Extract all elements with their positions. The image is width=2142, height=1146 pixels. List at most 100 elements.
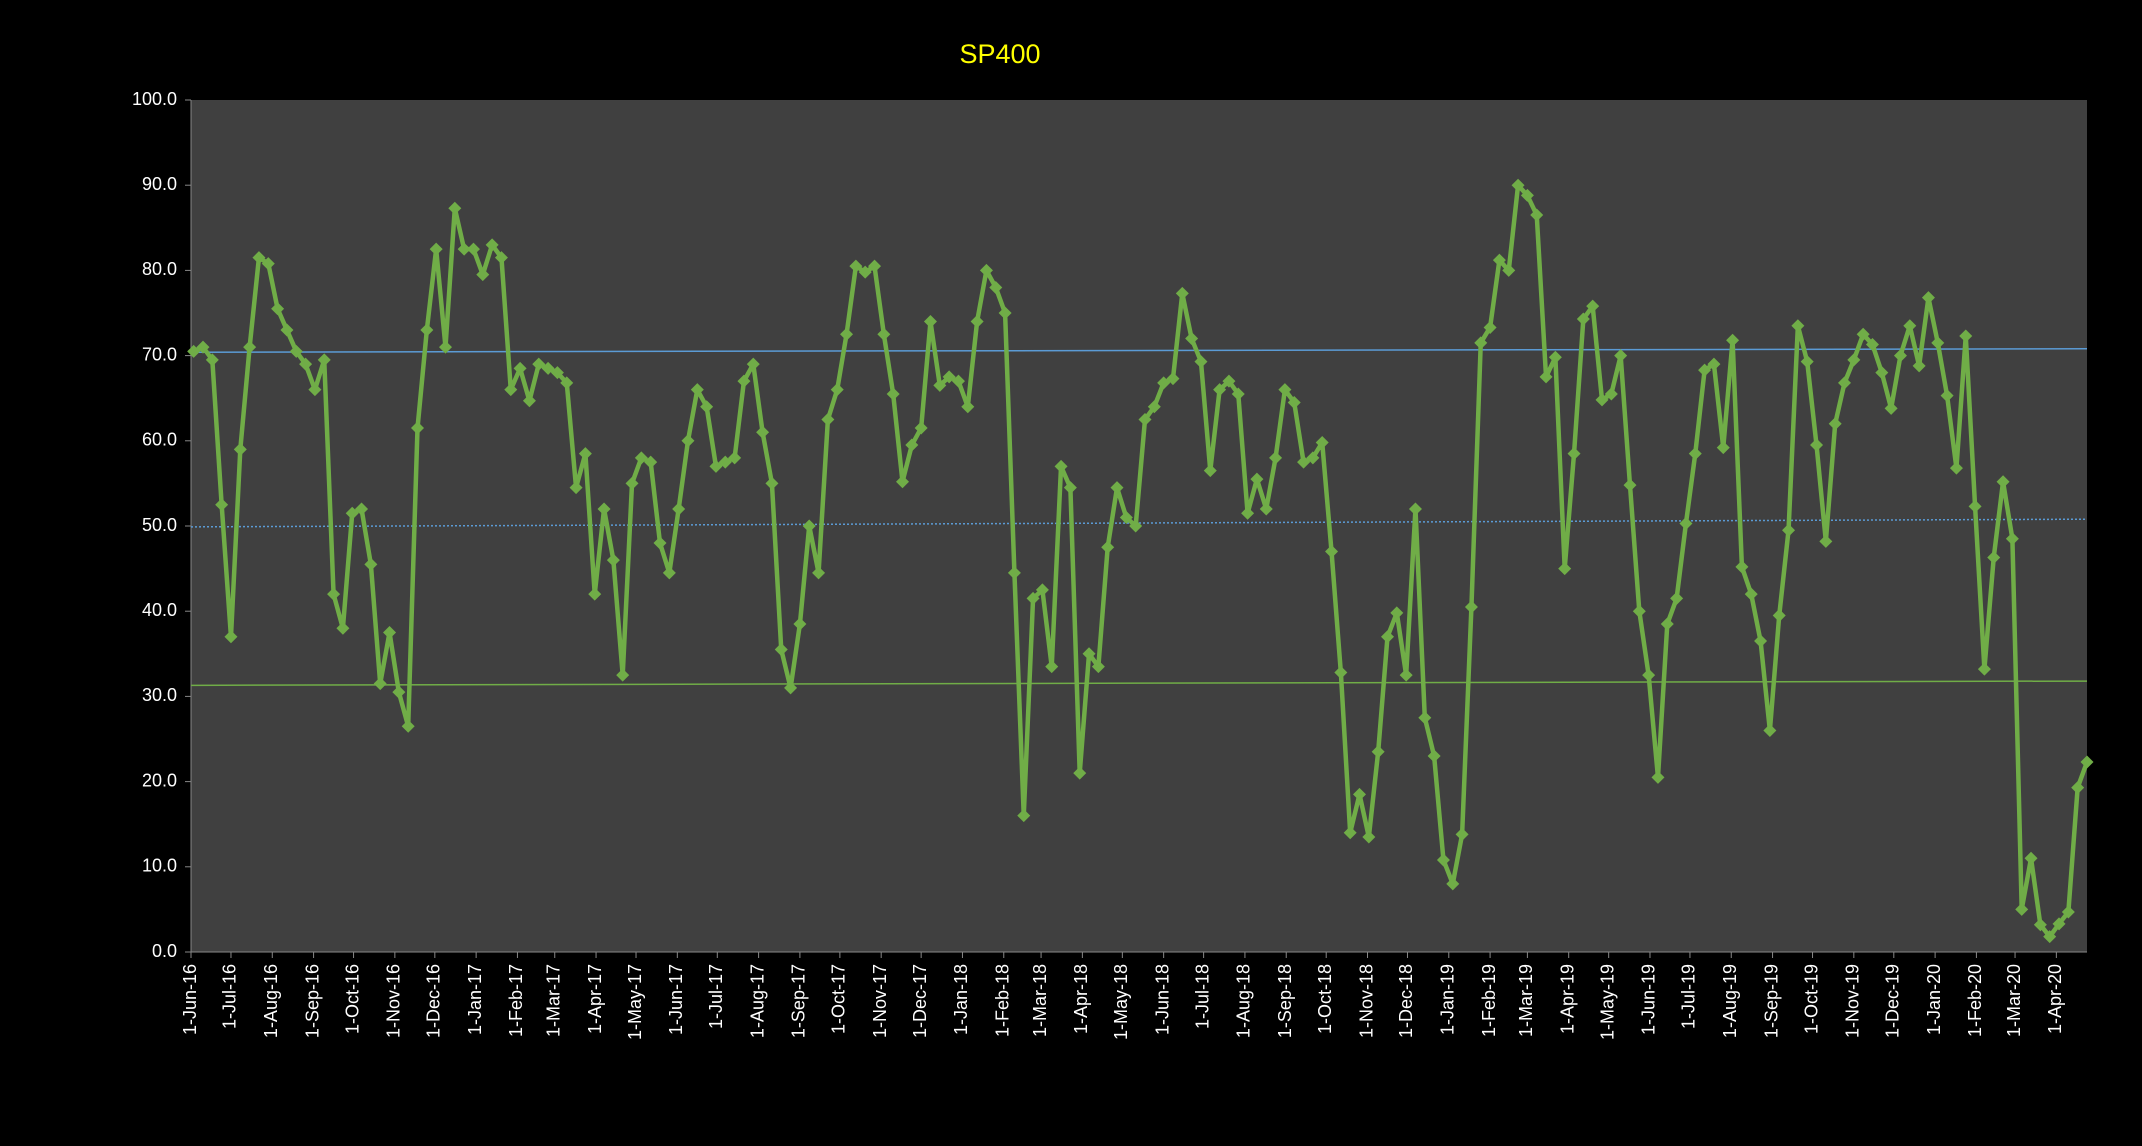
data-marker bbox=[252, 251, 266, 265]
x-tick-label: 1-Nov-16 bbox=[384, 964, 404, 1038]
data-marker bbox=[914, 421, 928, 435]
data-marker bbox=[644, 455, 658, 469]
x-tick-label: 1-Nov-17 bbox=[870, 964, 890, 1038]
data-marker bbox=[1716, 441, 1730, 455]
data-marker bbox=[1287, 395, 1301, 409]
data-marker bbox=[1362, 830, 1376, 844]
x-tick-label: 1-Dec-19 bbox=[1883, 964, 1903, 1038]
data-marker bbox=[1875, 366, 1889, 380]
data-marker bbox=[989, 280, 1003, 294]
y-tick-label: 100.0 bbox=[132, 89, 177, 109]
data-marker bbox=[1418, 711, 1432, 725]
data-marker bbox=[429, 242, 443, 256]
data-marker bbox=[355, 502, 369, 516]
y-tick-label: 60.0 bbox=[142, 430, 177, 450]
data-marker bbox=[373, 677, 387, 691]
data-marker bbox=[1838, 376, 1852, 390]
data-marker bbox=[1921, 291, 1935, 305]
data-marker bbox=[1586, 299, 1600, 313]
data-marker bbox=[1474, 336, 1488, 350]
reference-line bbox=[190, 680, 2088, 687]
data-marker bbox=[784, 681, 798, 695]
x-tick-label: 1-Nov-19 bbox=[1843, 964, 1863, 1038]
x-tick-label: 1-Oct-16 bbox=[342, 964, 362, 1034]
data-marker bbox=[1698, 363, 1712, 377]
data-marker bbox=[756, 425, 770, 439]
data-marker bbox=[1763, 723, 1777, 737]
data-marker bbox=[951, 374, 965, 388]
y-tick-label: 0.0 bbox=[152, 941, 177, 961]
data-marker bbox=[1726, 333, 1740, 347]
data-marker bbox=[1539, 370, 1553, 384]
data-marker bbox=[923, 315, 937, 329]
data-marker bbox=[1157, 376, 1171, 390]
x-tick-label: 1-Mar-20 bbox=[2004, 964, 2024, 1037]
data-marker bbox=[718, 455, 732, 469]
data-marker bbox=[1464, 600, 1478, 614]
data-marker bbox=[2080, 755, 2094, 769]
data-marker bbox=[616, 668, 630, 682]
data-marker bbox=[1782, 523, 1796, 537]
data-marker bbox=[1558, 562, 1572, 576]
data-marker bbox=[1642, 668, 1656, 682]
x-tick-label: 1-Jan-19 bbox=[1438, 964, 1458, 1035]
data-marker bbox=[709, 459, 723, 473]
x-tick-label: 1-Jul-16 bbox=[220, 964, 240, 1029]
data-marker bbox=[1856, 327, 1870, 341]
x-tick-label: 1-Jan-20 bbox=[1924, 964, 1944, 1035]
data-marker bbox=[1175, 286, 1189, 300]
data-marker bbox=[877, 327, 891, 341]
data-marker bbox=[812, 566, 826, 580]
data-marker bbox=[681, 434, 695, 448]
data-marker bbox=[1315, 436, 1329, 450]
data-marker bbox=[1865, 338, 1879, 352]
data-marker bbox=[933, 378, 947, 392]
x-tick-label: 1-Aug-17 bbox=[747, 964, 767, 1038]
data-marker bbox=[597, 502, 611, 516]
data-marker bbox=[1800, 355, 1814, 369]
data-marker bbox=[1325, 545, 1339, 559]
data-marker bbox=[895, 475, 909, 489]
data-marker bbox=[2052, 917, 2066, 931]
data-marker bbox=[858, 265, 872, 279]
data-marker bbox=[1147, 400, 1161, 414]
data-marker bbox=[998, 306, 1012, 320]
y-tick-label: 50.0 bbox=[142, 515, 177, 535]
data-marker bbox=[448, 201, 462, 215]
data-marker bbox=[1026, 591, 1040, 605]
data-marker bbox=[1530, 208, 1544, 222]
data-marker bbox=[1502, 263, 1516, 277]
data-marker bbox=[1772, 608, 1786, 622]
data-marker bbox=[411, 421, 425, 435]
x-tick-label: 1-Apr-19 bbox=[1557, 964, 1577, 1034]
data-marker bbox=[1651, 770, 1665, 784]
data-marker bbox=[979, 263, 993, 277]
data-marker bbox=[532, 357, 546, 371]
data-marker bbox=[2071, 781, 2085, 795]
data-marker bbox=[224, 630, 238, 644]
data-marker bbox=[1306, 451, 1320, 465]
x-tick-label: 1-Sep-18 bbox=[1275, 964, 1295, 1038]
data-marker bbox=[1082, 647, 1096, 661]
data-marker bbox=[2024, 851, 2038, 865]
data-marker bbox=[215, 498, 229, 512]
data-marker bbox=[383, 626, 397, 639]
data-marker bbox=[634, 451, 648, 465]
x-tick-label: 1-Jul-17 bbox=[706, 964, 726, 1029]
data-marker bbox=[2043, 930, 2057, 944]
data-marker bbox=[821, 413, 835, 426]
data-marker bbox=[1819, 534, 1833, 548]
data-marker bbox=[1977, 662, 1991, 676]
data-marker bbox=[280, 323, 294, 337]
data-marker bbox=[1203, 464, 1217, 478]
data-marker bbox=[1045, 660, 1059, 674]
data-marker bbox=[1744, 587, 1758, 601]
data-marker bbox=[1632, 604, 1646, 618]
x-tick-label: 1-Jun-19 bbox=[1639, 964, 1659, 1035]
data-marker bbox=[672, 502, 686, 516]
x-tick-label: 1-May-17 bbox=[625, 964, 645, 1040]
data-marker bbox=[541, 361, 555, 375]
x-tick-label: 1-Apr-17 bbox=[585, 964, 605, 1034]
data-marker bbox=[765, 476, 779, 490]
y-tick-label: 40.0 bbox=[142, 600, 177, 620]
